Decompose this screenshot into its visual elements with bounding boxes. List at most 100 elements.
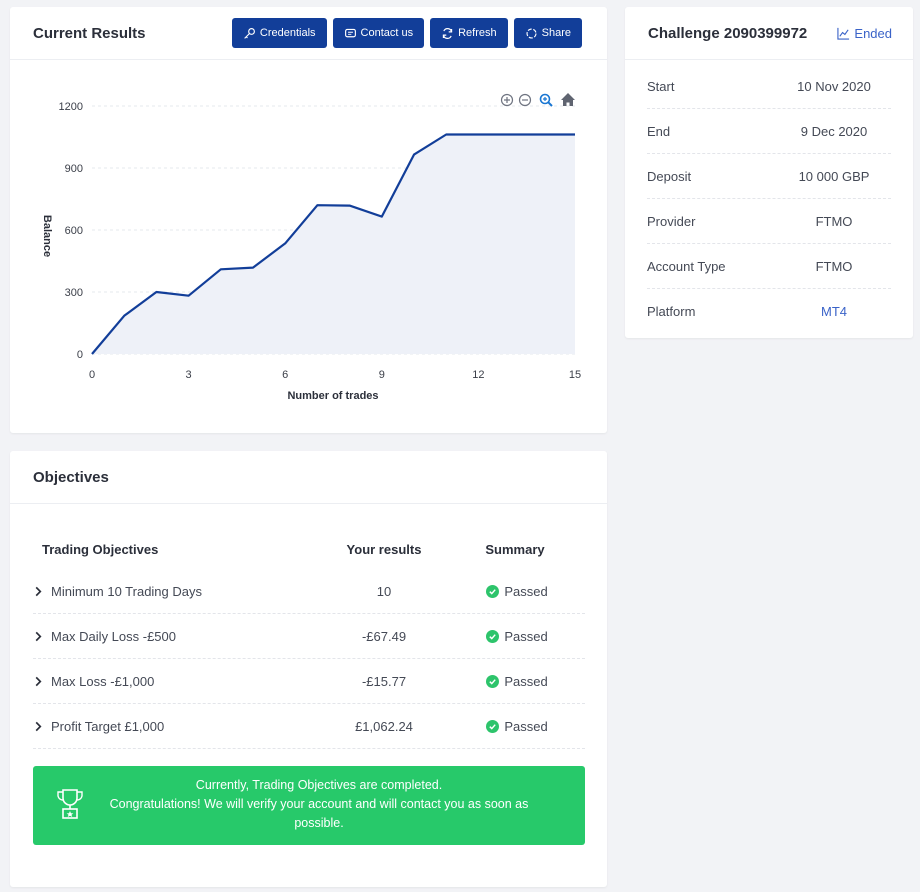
objective-name: Minimum 10 Trading Days (51, 583, 202, 599)
challenge-info-list: Start 10 Nov 2020 End 9 Dec 2020 Deposit 10 0… (647, 64, 891, 334)
objective-summary: Passed (504, 673, 548, 689)
challenge-status[interactable]: Ended (837, 26, 892, 41)
y-tick-label: 0 (77, 349, 83, 361)
share-button[interactable]: Share (513, 18, 582, 48)
challenge-info-value: 9 Dec 2020 (800, 123, 868, 139)
balance-area (92, 134, 575, 354)
objective-result: £1,062.24 (355, 718, 413, 734)
objective-summary: Passed (504, 628, 548, 644)
balance-point[interactable] (508, 132, 514, 138)
refresh-button[interactable]: Refresh (430, 18, 508, 48)
challenge-status-label: Ended (854, 25, 892, 41)
contact-us-button[interactable]: Contact us (332, 18, 425, 48)
refresh-button-label: Refresh (458, 27, 497, 39)
chevron-right-icon[interactable] (33, 721, 44, 732)
objective-name: Profit Target £1,000 (51, 718, 165, 734)
objective-row[interactable]: Max Loss -£1,000 -£15.77 Passed (33, 659, 585, 704)
objectives-table-header: Trading Objectives Your results Summary (33, 529, 585, 569)
zoom-in-icon[interactable] (500, 93, 514, 107)
balance-line (91, 133, 575, 355)
challenge-info-row: Deposit 10 000 GBP (647, 154, 891, 199)
chat-icon (344, 28, 356, 37)
check-circle-icon (486, 674, 500, 688)
objective-summary-cell: Passed (445, 719, 585, 734)
credentials-button-label: Credentials (259, 27, 316, 39)
check-circle-icon (486, 629, 500, 643)
challenge-info-row: Platform MT4 (647, 289, 891, 334)
y-tick-label: 1200 (59, 101, 83, 113)
challenge-title: Challenge 2090399972 (648, 24, 808, 42)
objective-summary-cell: Passed (445, 629, 585, 644)
current-results-card: Current Results Credentials Contact us R… (10, 7, 607, 433)
challenge-info-value: FTMO (815, 213, 853, 229)
challenge-info-label: Start (647, 78, 675, 94)
header-summary: Summary (485, 541, 545, 557)
objective-result: -£15.77 (361, 673, 407, 689)
challenge-info-label: Account Type (647, 258, 726, 274)
y-tick-label: 600 (65, 225, 83, 237)
objective-row[interactable]: Minimum 10 Trading Days 10 Passed (33, 569, 585, 614)
balance-point[interactable] (475, 132, 481, 138)
balance-point[interactable] (282, 240, 288, 246)
objective-row[interactable]: Max Daily Loss -£500 -£67.49 Passed (33, 614, 585, 659)
challenge-info-value: 10 Nov 2020 (797, 78, 871, 94)
chevron-right-icon[interactable] (33, 631, 44, 642)
challenge-info-value[interactable]: MT4 (821, 304, 847, 319)
objective-name-cell: Max Daily Loss -£500 (33, 629, 323, 644)
current-results-header: Current Results Credentials Contact us R… (10, 7, 607, 60)
x-tick-label: 6 (282, 369, 288, 381)
balance-point[interactable] (379, 214, 385, 220)
challenge-info-label: Platform (647, 304, 696, 319)
balance-point[interactable] (153, 289, 159, 295)
challenge-info-label: End (647, 123, 671, 139)
x-tick-label: 0 (89, 369, 95, 381)
y-tick-label: 300 (65, 287, 83, 299)
balance-point[interactable] (443, 132, 449, 138)
challenge-info-row: Account Type FTMO (647, 244, 891, 289)
objectives-completed-banner: Currently, Trading Objectives are comple… (33, 766, 585, 845)
share-icon (526, 27, 537, 39)
chevron-right-icon[interactable] (33, 676, 44, 687)
refresh-icon (442, 27, 453, 39)
balance-point[interactable] (186, 293, 192, 299)
chevron-right-icon[interactable] (33, 586, 44, 597)
objective-row[interactable]: Profit Target £1,000 £1,062.24 Passed (33, 704, 585, 749)
balance-point[interactable] (411, 152, 417, 158)
objective-name: Max Daily Loss -£500 (51, 628, 176, 644)
challenge-card: Challenge 2090399972 Ended Start 10 Nov 2… (625, 7, 913, 338)
objectives-rows: Minimum 10 Trading Days 10 Passed Max Daily… (33, 569, 585, 749)
balance-point[interactable] (89, 351, 95, 357)
objective-summary-cell: Passed (445, 584, 585, 599)
share-button-label: Share (541, 27, 571, 39)
balance-point[interactable] (347, 203, 353, 209)
balance-point[interactable] (250, 265, 256, 271)
objectives-table: Trading Objectives Your results Summary … (33, 529, 585, 749)
objective-summary-cell: Passed (445, 674, 585, 689)
zoom-out-icon[interactable] (518, 93, 532, 107)
reset-zoom-home-icon[interactable] (561, 93, 575, 106)
objective-result: -£67.49 (361, 628, 407, 644)
line-chart-icon (837, 27, 850, 40)
header-your-results: Your results (346, 541, 422, 557)
y-axis-label: Balance (41, 215, 53, 257)
x-tick-label: 9 (379, 369, 385, 381)
challenge-info-row: End 9 Dec 2020 (647, 109, 891, 154)
x-tick-label: 12 (472, 369, 484, 381)
balance-point[interactable] (314, 202, 320, 208)
credentials-button[interactable]: Credentials (231, 18, 327, 48)
check-circle-icon (486, 584, 500, 598)
objective-name: Max Loss -£1,000 (51, 673, 155, 689)
chart-toolbar (500, 93, 575, 107)
balance-point[interactable] (218, 266, 224, 272)
objectives-header: Objectives (10, 451, 607, 504)
challenge-header: Challenge 2090399972 Ended (625, 7, 913, 60)
balance-point[interactable] (540, 132, 546, 138)
x-tick-label: 3 (186, 369, 192, 381)
header-trading-objectives: Trading Objectives (42, 541, 159, 557)
balance-point[interactable] (572, 132, 578, 138)
challenge-info-row: Start 10 Nov 2020 (647, 64, 891, 109)
objective-result: 10 (376, 583, 392, 599)
zoom-selection-icon[interactable] (539, 93, 553, 107)
balance-point[interactable] (121, 313, 127, 319)
